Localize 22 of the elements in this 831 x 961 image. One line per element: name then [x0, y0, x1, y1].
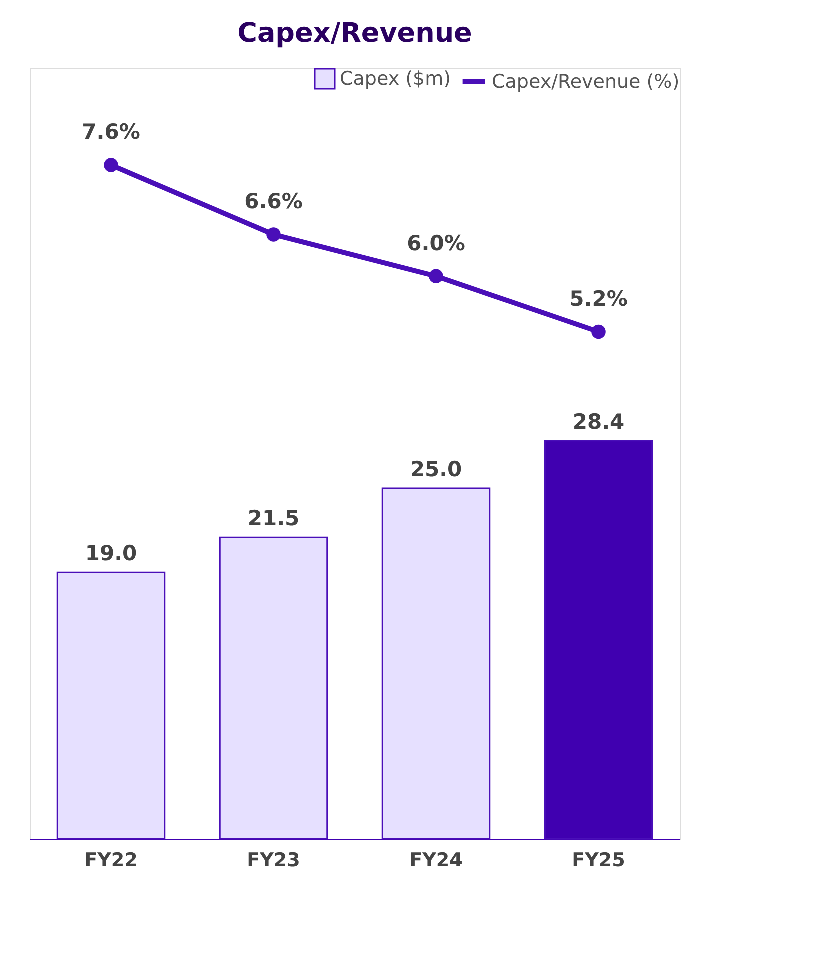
point — [429, 269, 444, 284]
x-tick-label: FY22 — [84, 850, 138, 872]
x-tick-label: FY25 — [572, 850, 626, 872]
legend-label: Capex/Revenue (%) — [492, 71, 680, 93]
chart-title: Capex/Revenue — [238, 18, 472, 49]
data-label: 7.6% — [82, 120, 140, 144]
data-label: 6.0% — [407, 231, 466, 256]
bar — [382, 488, 491, 840]
data-label: 21.5 — [248, 506, 300, 531]
data-label: 25.0 — [410, 458, 462, 482]
data-label: 5.2% — [570, 286, 628, 311]
bar — [219, 536, 328, 840]
point — [266, 228, 281, 242]
x-tick-label: FY24 — [410, 850, 463, 872]
x-tick-label: FY23 — [247, 850, 300, 872]
data-label: 28.4 — [572, 410, 625, 434]
bar — [56, 572, 166, 840]
data-label: 19.0 — [85, 542, 138, 566]
data-label: 6.6% — [244, 190, 303, 214]
point — [592, 324, 606, 340]
legend-label: Capex ($m) — [340, 68, 452, 90]
point — [104, 158, 118, 172]
